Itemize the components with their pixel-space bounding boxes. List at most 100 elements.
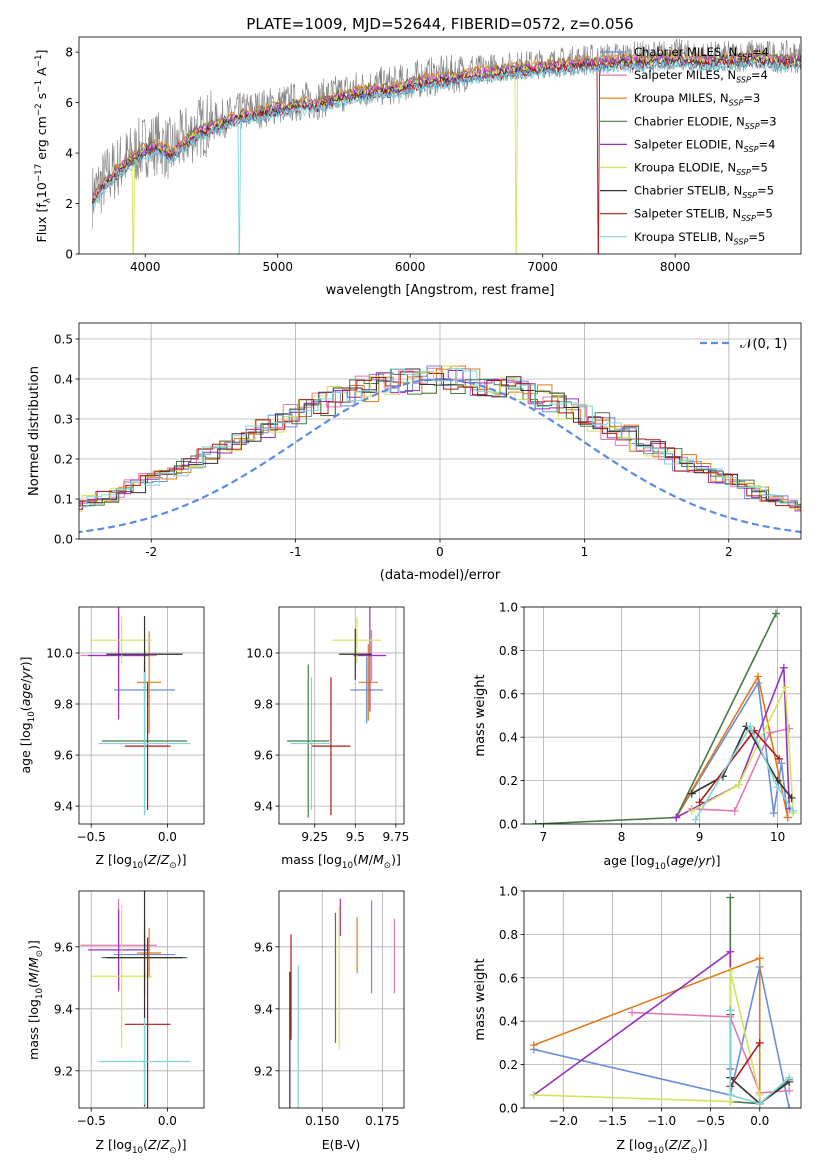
x-tick-label: 4000 [130,260,161,274]
x-tick-label: −0.5 [77,830,106,844]
errorbar-point [124,682,171,810]
y-tick-label: 0.3 [54,413,73,427]
x-tick-label: −2.0 [549,1114,578,1128]
weight-line [729,1010,790,1105]
weight-line [694,724,794,821]
axes-mass_vs_ebv: 0.150 0.175 9.2 9.4 9.6 E(B-V) [254,890,405,1152]
weight-marker [730,806,739,815]
errorbar-point [332,617,382,664]
x-tick-label: 2 [725,545,733,559]
errorbar-point [136,928,162,978]
x-tick-label: −0.5 [77,1114,106,1128]
weight-marker [781,683,790,692]
x-axis-label: age [log10(age/yr)] [603,853,720,872]
errorbar-point [290,677,333,810]
weight-marker [785,1086,794,1095]
weight-marker [687,789,696,798]
y-tick-label: 9.4 [54,1002,73,1016]
weight-marker [754,672,763,681]
weight-marker [734,780,743,789]
axes-age_vs_Z: −0.5 0.0 9.4 9.6 9.8 10.0 Z [log10(Z/Z⊙)] age [… [18,606,205,871]
y-tick-label: 0.2 [54,453,73,467]
x-tick-label: 0.150 [305,1114,339,1128]
y-axis-label: Flux [fλ10−17 erg cm−2 s−1 A−1] [34,50,53,243]
plot-area [289,898,395,1108]
x-axis-label: mass [log10(M/M⊙)] [281,852,401,871]
plot-area [531,609,798,824]
errorbar-point [98,672,191,816]
weight-marker [783,813,792,822]
axes-mass_vs_Z: −0.5 0.0 9.2 9.4 9.6 Z [log10(Z/Z⊙)] mass [log… [26,890,205,1156]
y-tick-label: 0.6 [499,687,518,701]
legend-label: Salpeter ELODIE, NSSP=4 [634,137,775,153]
residual-histogram [79,368,801,507]
weight-line [691,727,790,812]
y-tick-label: 9.4 [54,800,73,814]
errorbar-point [358,644,379,721]
y-tick-label: 0.2 [499,1058,518,1072]
weight-marker [726,1006,735,1015]
y-tick-label: 4 [65,147,73,161]
y-tick-label: 0.4 [54,373,73,387]
plot-area [79,365,801,534]
x-axis-label: Z [log10(Z/Z⊙)] [617,1137,708,1156]
y-axis-label: mass [log10(M/M⊙)] [26,940,45,1060]
weight-marker [755,1038,764,1047]
y-tick-label: 6 [65,96,73,110]
errorbar-point [287,664,330,818]
x-tick-label: 0.0 [750,1114,769,1128]
errorbar-point [350,656,383,724]
model-spectrum [92,54,801,203]
y-tick-label: 0.8 [499,928,518,942]
x-tick-label: 5000 [262,260,293,274]
x-tick-label: 8 [618,830,626,844]
errorbar-point [136,631,162,734]
x-tick-label: 9.5 [346,830,365,844]
axes-frame [78,36,802,255]
legend-label: Chabrier MILES, NSSP=4 [634,45,769,61]
y-tick-label: 9.2 [54,1064,73,1078]
weight-marker [531,820,540,824]
axes-age_vs_mass: 9.25 9.5 9.75 9.4 9.6 9.8 10.0 mass [log10(M/M⊙… [246,606,409,871]
axes-residuals: -2 -1 0 1 2 0.0 0.1 0.2 0.3 0.4 0.5 𝒩(0, 1) (data-mo… [27,322,802,583]
legend-label: 𝒩(0, 1) [740,337,787,352]
legend-label: Kroupa STELIB, NSSP=5 [634,230,765,246]
weight-marker [726,967,735,976]
x-tick-label: 8000 [660,260,691,274]
weight-marker [726,947,735,956]
weight-marker [726,1090,735,1099]
x-tick-label: 0 [436,545,444,559]
weight-marker [779,663,788,672]
y-tick-label: 8 [65,46,73,60]
axes-weight_vs_age: 7 8 9 10 0.0 0.2 0.4 0.6 0.8 1.0 age [log10(age/yr… [473,601,802,872]
errorbar-point [91,904,153,1048]
x-tick-label: 10 [770,830,785,844]
legend-label: Chabrier ELODIE, NSSP=3 [634,114,777,130]
y-tick-label: 0.8 [499,644,518,658]
axes-frame [78,606,205,825]
figure-title: PLATE=1009, MJD=52644, FIBERID=0572, z=0… [246,15,633,33]
y-tick-label: 0.0 [499,818,518,832]
weight-marker [787,793,796,802]
x-tick-label: 9 [696,830,704,844]
y-axis-label: age [log10(age/yr)] [18,656,37,773]
legend-label: Chabrier STELIB, NSSP=5 [634,184,774,200]
x-axis-label: (data-model)/error [380,568,501,583]
weight-marker [772,609,781,618]
weight-marker [777,759,786,768]
y-tick-label: 0.4 [499,1015,518,1029]
axes-frame [523,606,802,825]
plot-area [91,38,801,254]
axes-frame [523,890,802,1109]
y-tick-label: 0.0 [499,1102,518,1116]
y-tick-label: 1.0 [499,885,518,899]
x-tick-label: -1 [290,545,302,559]
axes-weight_vs_Z: −2.0 −1.5 −1.0 −0.5 0.0 0.0 0.2 0.4 0.6 0.8 1.0 Z [… [473,885,802,1156]
x-tick-label: 1 [581,545,589,559]
x-axis-label: Z [log10(Z/Z⊙)] [96,1137,187,1156]
weight-marker [695,798,704,807]
errorbar-point [311,677,351,816]
axes-frame [278,606,405,825]
weight-marker [785,1104,794,1108]
